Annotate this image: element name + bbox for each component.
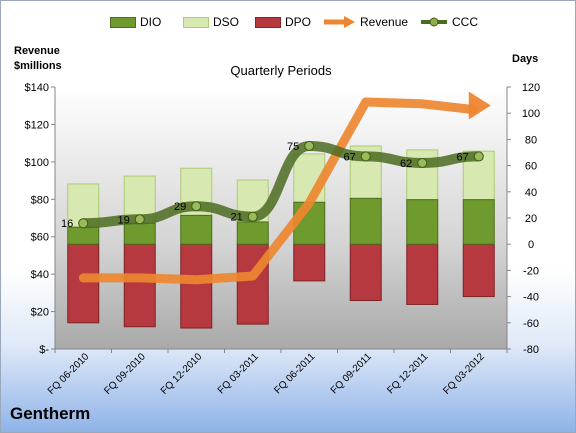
legend-label-revenue: Revenue [360, 15, 409, 29]
x-tick-label: FQ 03-2012 [441, 351, 487, 397]
ccc-marker [191, 201, 202, 212]
right-tick-label: 120 [522, 82, 540, 94]
right-tick-label: 80 [525, 134, 537, 146]
dpo-bar [67, 243, 100, 324]
x-tick-label: FQ 06-2010 [46, 351, 92, 397]
left-tick-label: $120 [25, 119, 49, 131]
legend-label-dso: DSO [213, 15, 240, 29]
ccc-data-label: 16 [61, 218, 73, 230]
right-tick-label: -40 [523, 292, 539, 304]
legend-label-dio: DIO [140, 15, 162, 29]
right-tick-label: 0 [528, 239, 534, 251]
legend-item-revenue: Revenue [322, 12, 408, 32]
right-tick-label: 100 [522, 108, 540, 120]
legend-swatch-dio [110, 16, 136, 28]
revenue-arrowhead [468, 91, 491, 120]
dpo-bar [293, 243, 326, 282]
legend-swatch-dso [183, 16, 209, 28]
left-axis-title-line-1: Revenue [14, 45, 60, 57]
ccc-data-label: 29 [174, 201, 186, 213]
dpo-bar [462, 243, 495, 298]
dio-bar [123, 222, 156, 245]
ccc-data-label: 67 [344, 151, 356, 163]
legend-label-ccc: CCC [452, 15, 478, 29]
ccc-marker [134, 214, 145, 225]
legend-item-ccc: CCC [420, 12, 478, 32]
ccc-marker [473, 151, 484, 162]
ccc-data-label: 21 [231, 212, 243, 224]
right-tick-label: 20 [525, 213, 537, 225]
ccc-marker [247, 211, 258, 222]
x-tick-label: FQ 03-2011 [216, 351, 261, 396]
left-tick-label: $40 [31, 269, 49, 281]
left-tick-label: $100 [25, 157, 49, 169]
x-tick-label: FQ 09-2010 [102, 351, 148, 397]
ccc-data-label: 62 [400, 158, 412, 170]
x-tick-label: FQ 12-2010 [159, 351, 205, 397]
x-tick-label: FQ 06-2011 [272, 351, 317, 396]
right-tick-label: -80 [523, 344, 539, 356]
x-tick-label: FQ 09-2011 [329, 351, 374, 396]
left-tick-label: $20 [31, 307, 49, 319]
dio-bar [462, 199, 495, 245]
chart-title: Quarterly Periods [230, 63, 332, 78]
legend-ccc-icon [421, 17, 447, 27]
right-tick-label: -20 [523, 265, 539, 277]
left-tick-label: $60 [31, 232, 49, 244]
left-axis-title: Revenue $millions [14, 44, 62, 74]
legend-swatch-dpo [255, 16, 281, 28]
ccc-line [78, 140, 484, 229]
x-tick-label: FQ 12-2011 [385, 351, 430, 396]
dio-bar [180, 214, 213, 245]
ccc-marker [304, 140, 315, 151]
legend-item-dio: DIO [110, 12, 161, 32]
right-tick-label: -60 [523, 318, 539, 330]
legend: DIO DSO DPO Revenue CCC [110, 12, 490, 32]
legend-arrow-icon [324, 16, 355, 28]
ccc-data-label: 75 [287, 141, 299, 153]
dio-bar [236, 221, 269, 245]
dio-bar [349, 197, 382, 245]
legend-item-dpo: DPO [255, 12, 311, 32]
dpo-bar [180, 243, 213, 329]
right-tick-label: 60 [525, 161, 537, 173]
company-name: Gentherm [10, 404, 91, 423]
ccc-data-label: 19 [118, 214, 130, 226]
left-axis-title-line-2: $millions [14, 60, 62, 72]
left-tick-label: $80 [31, 194, 49, 206]
legend-item-dso: DSO [183, 12, 239, 32]
ccc-marker [417, 157, 428, 168]
dio-bar [406, 199, 439, 245]
left-tick-label: $140 [25, 82, 49, 94]
ccc-marker [78, 218, 89, 229]
ccc-marker [360, 151, 371, 162]
ccc-data-label: 67 [457, 151, 469, 163]
dpo-bar [349, 243, 382, 302]
right-tick-label: 40 [525, 187, 537, 199]
legend-label-dpo: DPO [285, 15, 312, 29]
left-tick-label: $- [39, 344, 49, 356]
right-axis-title: Days [512, 53, 539, 65]
dpo-bar [406, 243, 439, 305]
dpo-bar [123, 243, 156, 328]
revenue-line [78, 97, 478, 285]
